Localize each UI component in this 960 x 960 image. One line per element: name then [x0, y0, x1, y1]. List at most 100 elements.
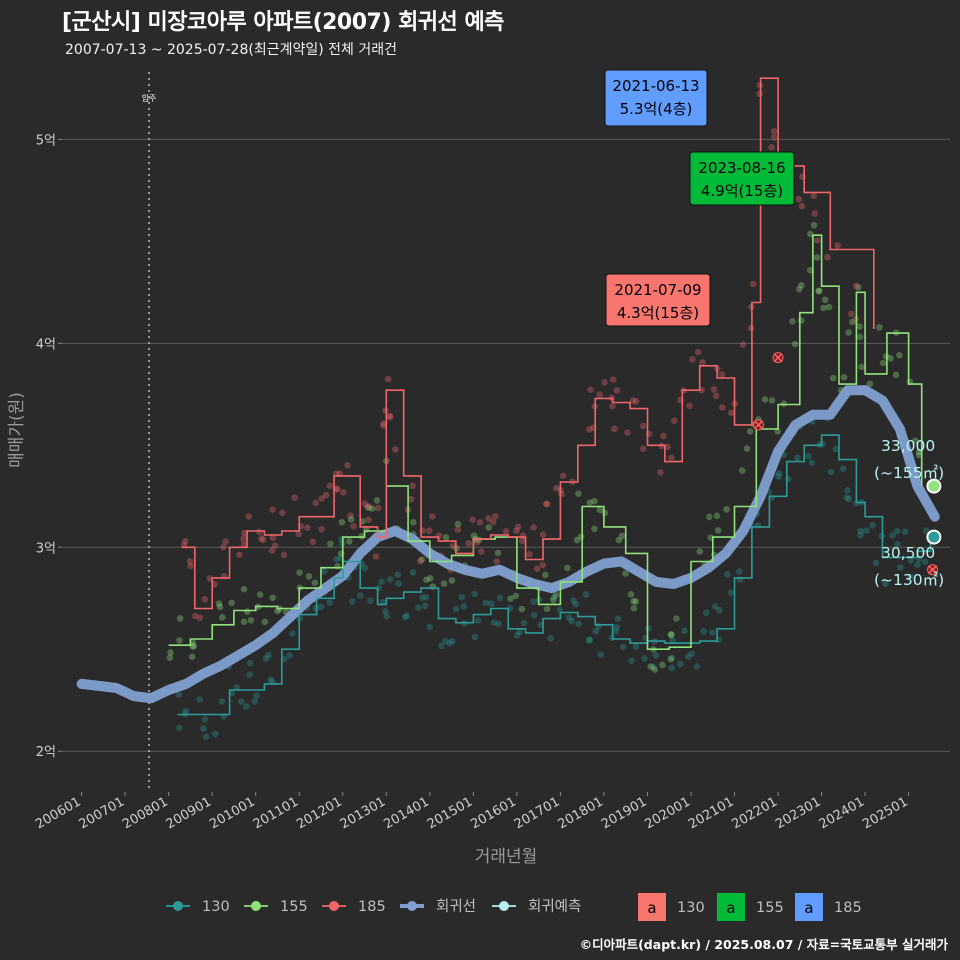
transaction-dot — [237, 698, 245, 705]
transaction-dot — [807, 230, 814, 238]
transaction-dot — [311, 579, 319, 587]
transaction-dot — [627, 591, 635, 598]
transaction-dot — [543, 605, 551, 613]
transaction-dot — [703, 609, 710, 617]
transaction-dot — [775, 470, 783, 477]
transaction-dot — [628, 657, 635, 665]
transaction-dot — [660, 432, 667, 440]
legend-box-label: 155 — [756, 900, 784, 916]
transaction-dot — [901, 528, 909, 536]
transaction-dot — [211, 730, 219, 738]
legend: 130 155 185 회귀선 회귀예측 a 130 a 155 a 185 — [166, 893, 862, 921]
annotation-date: 2023-08-16 — [698, 159, 785, 177]
y-tick-label: 4억 — [36, 337, 56, 352]
transaction-dot — [361, 564, 369, 572]
transaction-dot — [876, 323, 883, 331]
transaction-dot — [347, 512, 354, 519]
transaction-dot — [696, 548, 704, 555]
transaction-dot — [677, 660, 684, 668]
transaction-dot — [191, 612, 199, 620]
transaction-dot — [714, 527, 722, 534]
x-tick-label: 202301 — [773, 794, 823, 832]
transaction-dot — [202, 733, 210, 741]
transaction-dot — [449, 542, 457, 550]
transaction-dot — [516, 628, 524, 635]
transaction-dot — [471, 590, 478, 598]
transaction-dot — [553, 484, 560, 492]
transaction-dot — [289, 630, 296, 637]
transaction-dot — [485, 515, 492, 522]
transaction-dot — [630, 597, 637, 605]
transaction-dot — [350, 523, 357, 530]
transaction-dot — [322, 491, 330, 499]
transaction-dot — [233, 684, 241, 691]
transaction-dot — [775, 473, 782, 480]
transaction-dot — [810, 221, 818, 229]
transaction-dot — [770, 128, 778, 135]
transaction-dot — [819, 440, 826, 448]
transaction-dot — [478, 548, 485, 555]
transaction-dot — [318, 495, 325, 502]
transaction-dot — [245, 513, 253, 520]
transaction-dot — [710, 386, 718, 393]
transaction-dot — [896, 351, 903, 359]
transaction-dot — [863, 527, 870, 534]
transaction-dot — [657, 469, 664, 476]
transaction-dot — [855, 283, 862, 291]
transaction-dot — [176, 637, 183, 644]
transaction-dot — [530, 611, 538, 619]
transaction-dot — [791, 340, 799, 348]
transaction-dot — [392, 446, 399, 453]
transaction-dot — [922, 527, 930, 534]
transaction-dot — [520, 619, 528, 627]
transaction-dot — [647, 663, 655, 670]
legend-box-glyph: a — [804, 899, 813, 917]
transaction-dot — [186, 558, 194, 565]
chart-title: [군산시] 미장코아루 아파트(2007) 회귀선 예측 — [62, 10, 504, 35]
transaction-dot — [723, 506, 730, 513]
transaction-dot — [338, 518, 346, 526]
transaction-dot — [718, 404, 726, 411]
transaction-dot — [246, 659, 254, 667]
x-tick-label: 201101 — [251, 794, 301, 832]
series-line-155 — [168, 234, 923, 650]
transaction-dot — [236, 551, 243, 559]
transaction-dot — [471, 633, 479, 641]
transaction-dot — [489, 518, 497, 526]
transaction-dot — [190, 642, 197, 650]
transaction-dot — [382, 608, 389, 615]
transaction-dot — [347, 516, 355, 523]
transaction-dot — [261, 618, 269, 626]
transaction-dot — [494, 549, 502, 557]
transaction-dot — [166, 654, 174, 662]
transaction-dot — [552, 591, 560, 599]
transaction-dot — [613, 387, 621, 394]
transaction-dot — [815, 287, 823, 294]
transaction-dot — [810, 192, 818, 200]
x-tick-label: 201201 — [294, 794, 344, 832]
transaction-dot — [582, 591, 590, 598]
x-axis-title: 거래년월 — [475, 847, 538, 867]
transaction-dot — [641, 655, 648, 662]
transaction-dot — [490, 619, 498, 626]
transaction-dot — [305, 573, 313, 580]
legend-dot-회귀선 — [407, 901, 417, 911]
transaction-dot — [586, 426, 593, 433]
transaction-dot — [573, 536, 581, 544]
transaction-dot — [716, 606, 723, 614]
transaction-dot — [632, 598, 640, 605]
transaction-dot — [507, 595, 514, 603]
transaction-dot — [533, 565, 541, 572]
transaction-dot — [196, 696, 204, 703]
x-tick-label: 201901 — [599, 794, 649, 832]
transaction-dot — [418, 556, 426, 563]
transaction-dot — [513, 527, 520, 535]
transaction-dot — [798, 202, 806, 210]
transaction-dot — [693, 663, 701, 670]
transaction-dot — [429, 513, 436, 520]
transaction-dot — [565, 614, 573, 621]
transaction-dot — [530, 524, 537, 531]
annotation-text: 4.9억(15층) — [701, 182, 783, 200]
transaction-dot — [279, 509, 286, 517]
transaction-dot — [386, 413, 394, 421]
